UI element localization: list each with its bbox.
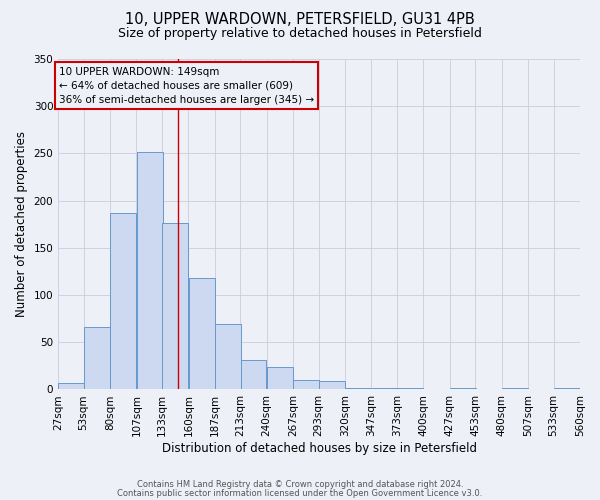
Text: Contains public sector information licensed under the Open Government Licence v3: Contains public sector information licen… <box>118 488 482 498</box>
Bar <box>188 278 215 390</box>
Bar <box>137 152 163 390</box>
Bar <box>58 383 85 390</box>
Bar <box>241 360 266 390</box>
Bar <box>554 388 580 390</box>
Bar <box>397 388 423 390</box>
Text: 10, UPPER WARDOWN, PETERSFIELD, GU31 4PB: 10, UPPER WARDOWN, PETERSFIELD, GU31 4PB <box>125 12 475 28</box>
Text: 10 UPPER WARDOWN: 149sqm
← 64% of detached houses are smaller (609)
36% of semi-: 10 UPPER WARDOWN: 149sqm ← 64% of detach… <box>59 66 314 104</box>
Y-axis label: Number of detached properties: Number of detached properties <box>15 131 28 317</box>
Text: Size of property relative to detached houses in Petersfield: Size of property relative to detached ho… <box>118 28 482 40</box>
Bar <box>345 388 371 390</box>
X-axis label: Distribution of detached houses by size in Petersfield: Distribution of detached houses by size … <box>161 442 476 455</box>
Bar <box>215 324 241 390</box>
Bar <box>267 367 293 390</box>
Bar <box>319 381 345 390</box>
Bar <box>110 213 136 390</box>
Bar <box>450 388 476 390</box>
Bar <box>162 224 188 390</box>
Bar <box>502 388 528 390</box>
Bar <box>372 388 398 390</box>
Bar <box>293 380 319 390</box>
Text: Contains HM Land Registry data © Crown copyright and database right 2024.: Contains HM Land Registry data © Crown c… <box>137 480 463 489</box>
Bar <box>84 327 110 390</box>
